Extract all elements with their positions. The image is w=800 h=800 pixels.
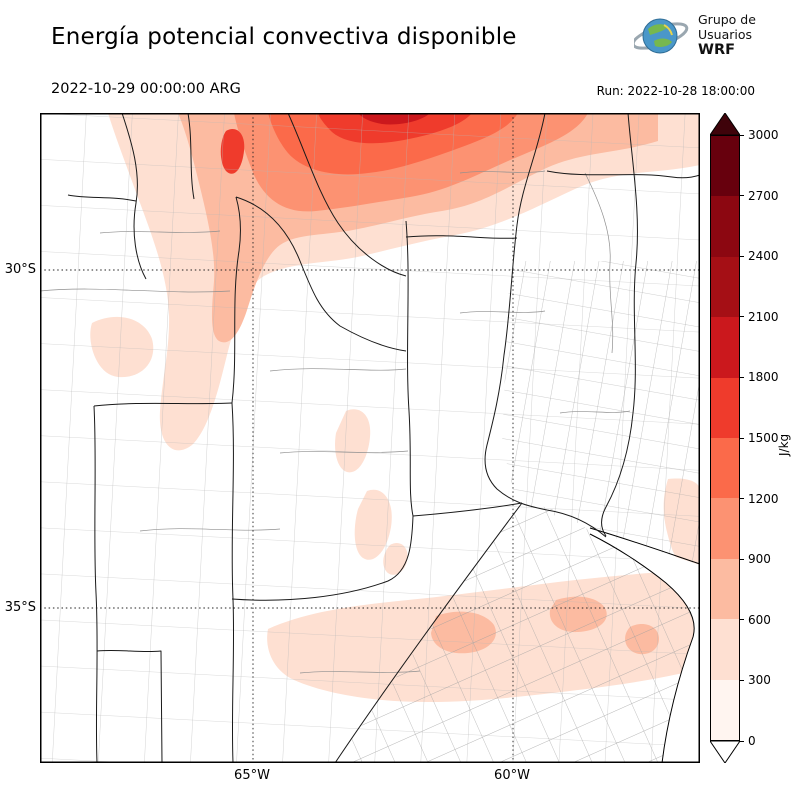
colorbar-tick: 1500 xyxy=(740,431,779,445)
lon-tick-60w: 60°W xyxy=(494,768,530,783)
secondary-boundaries xyxy=(40,170,631,674)
colorbar-tick: 300 xyxy=(740,673,771,687)
rio-de-la-plata xyxy=(589,527,700,763)
map-svg xyxy=(40,113,700,763)
logo-line-1: Grupo de xyxy=(698,12,756,28)
colorbar-bar xyxy=(710,135,740,741)
colorbar-tick: 1800 xyxy=(740,370,779,384)
colorbar-segment xyxy=(711,679,739,741)
colorbar-tick: 600 xyxy=(740,613,771,627)
colorbar-tick: 900 xyxy=(740,552,771,566)
colorbar-segment xyxy=(711,196,739,257)
colorbar-segment xyxy=(711,619,739,680)
colorbar-tick: 2100 xyxy=(740,310,779,324)
wrf-logo: Grupo de Usuarios WRF xyxy=(634,10,756,62)
colorbar-segment xyxy=(711,498,739,559)
colorbar-segment xyxy=(711,136,739,197)
colorbar-segment xyxy=(711,438,739,499)
lat-tick-35s: 35°S xyxy=(4,600,36,615)
department-boundaries xyxy=(40,113,700,763)
colorbar-tick: 1200 xyxy=(740,492,779,506)
map-border xyxy=(40,113,700,763)
page-title: Energía potencial convectiva disponible xyxy=(51,24,517,50)
colorbar-segment xyxy=(711,377,739,439)
logo-line-3: WRF xyxy=(698,42,736,59)
province-boundaries xyxy=(67,113,700,763)
logo-line-2: Usuarios xyxy=(698,26,753,42)
lat-tick-30s: 30°S xyxy=(4,262,36,277)
wrf-logo-text: Grupo de Usuarios WRF xyxy=(698,12,756,59)
valid-time: 2022-10-29 00:00:00 ARG xyxy=(51,81,241,97)
wrf-globe-icon xyxy=(634,18,689,54)
lon-tick-65w: 65°W xyxy=(234,768,270,783)
colorbar-tick: 3000 xyxy=(740,128,779,142)
colorbar-unit-label: J/kg xyxy=(777,433,791,456)
colorbar-segment xyxy=(711,256,739,318)
colorbar-ticks: 3000 2700 2400 2100 1800 1500 1200 900 600 300 0 xyxy=(740,128,796,748)
colorbar-segment xyxy=(711,317,739,378)
colorbar xyxy=(710,113,740,763)
colorbar-tick: 2400 xyxy=(740,249,779,263)
latlon-gridlines xyxy=(40,113,700,763)
colorbar-arrow-down xyxy=(710,741,740,763)
colorbar-tick: 0 xyxy=(740,734,756,748)
colorbar-segment xyxy=(711,558,739,620)
run-time: Run: 2022-10-28 18:00:00 xyxy=(596,84,755,98)
map-canvas xyxy=(40,113,700,763)
colorbar-arrow-up xyxy=(710,113,740,135)
colorbar-tick: 2700 xyxy=(740,189,779,203)
